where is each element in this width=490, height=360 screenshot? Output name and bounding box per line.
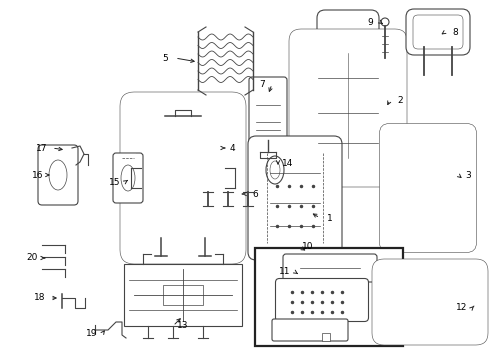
FancyBboxPatch shape xyxy=(413,15,463,49)
FancyBboxPatch shape xyxy=(275,279,368,321)
FancyBboxPatch shape xyxy=(398,161,414,177)
FancyBboxPatch shape xyxy=(317,10,379,48)
FancyBboxPatch shape xyxy=(272,319,348,341)
FancyBboxPatch shape xyxy=(428,193,444,209)
FancyBboxPatch shape xyxy=(248,136,342,260)
FancyBboxPatch shape xyxy=(398,145,414,161)
Bar xyxy=(163,285,203,305)
FancyBboxPatch shape xyxy=(413,145,429,161)
FancyBboxPatch shape xyxy=(398,209,414,225)
FancyBboxPatch shape xyxy=(398,177,414,193)
FancyBboxPatch shape xyxy=(379,123,476,252)
FancyBboxPatch shape xyxy=(428,209,444,225)
FancyBboxPatch shape xyxy=(38,145,78,205)
Ellipse shape xyxy=(270,161,280,179)
Text: 8: 8 xyxy=(452,27,458,36)
Text: 14: 14 xyxy=(282,158,294,167)
Text: 19: 19 xyxy=(86,329,98,338)
FancyBboxPatch shape xyxy=(289,29,407,187)
Ellipse shape xyxy=(463,156,475,170)
FancyBboxPatch shape xyxy=(384,127,472,248)
FancyBboxPatch shape xyxy=(283,254,377,282)
FancyBboxPatch shape xyxy=(376,263,484,341)
FancyBboxPatch shape xyxy=(249,77,287,143)
Text: 18: 18 xyxy=(34,293,46,302)
FancyBboxPatch shape xyxy=(113,153,143,203)
Ellipse shape xyxy=(463,206,475,220)
Ellipse shape xyxy=(121,165,135,191)
FancyBboxPatch shape xyxy=(398,193,414,209)
Bar xyxy=(124,264,242,326)
Text: 5: 5 xyxy=(162,54,168,63)
Ellipse shape xyxy=(49,160,67,190)
Text: 1: 1 xyxy=(327,213,333,222)
Ellipse shape xyxy=(381,18,389,26)
Ellipse shape xyxy=(266,156,284,184)
Text: 9: 9 xyxy=(367,18,373,27)
FancyBboxPatch shape xyxy=(413,161,429,177)
FancyBboxPatch shape xyxy=(294,33,402,183)
Text: 2: 2 xyxy=(397,95,403,104)
Bar xyxy=(398,140,458,149)
FancyBboxPatch shape xyxy=(372,259,488,345)
Ellipse shape xyxy=(376,282,386,292)
Bar xyxy=(255,248,403,346)
Text: 13: 13 xyxy=(177,321,189,330)
FancyBboxPatch shape xyxy=(140,127,226,245)
Text: 20: 20 xyxy=(26,253,38,262)
Text: 3: 3 xyxy=(465,171,471,180)
Text: 7: 7 xyxy=(259,80,265,89)
FancyBboxPatch shape xyxy=(406,9,470,55)
FancyBboxPatch shape xyxy=(120,92,246,264)
Ellipse shape xyxy=(376,312,386,322)
FancyBboxPatch shape xyxy=(428,177,444,193)
Text: 10: 10 xyxy=(302,242,314,251)
Bar xyxy=(398,222,458,237)
Text: 6: 6 xyxy=(252,189,258,198)
Text: 11: 11 xyxy=(279,267,291,276)
FancyBboxPatch shape xyxy=(388,274,472,330)
FancyBboxPatch shape xyxy=(125,96,241,260)
Text: 17: 17 xyxy=(36,144,48,153)
FancyBboxPatch shape xyxy=(413,209,429,225)
FancyBboxPatch shape xyxy=(428,145,444,161)
Text: 15: 15 xyxy=(109,177,121,186)
Text: 4: 4 xyxy=(229,144,235,153)
Text: 16: 16 xyxy=(32,171,44,180)
Bar xyxy=(322,333,330,341)
FancyBboxPatch shape xyxy=(413,193,429,209)
FancyBboxPatch shape xyxy=(428,161,444,177)
Text: 12: 12 xyxy=(456,303,467,312)
FancyBboxPatch shape xyxy=(413,177,429,193)
